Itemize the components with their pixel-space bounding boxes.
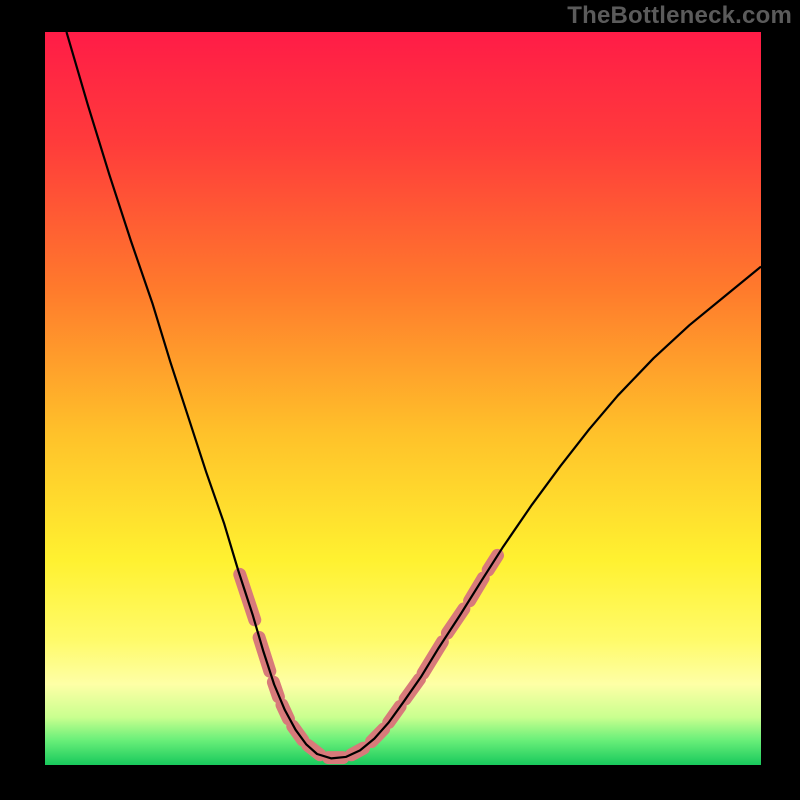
- chart-svg-overlay: [0, 0, 800, 800]
- bottleneck-curve: [66, 32, 761, 758]
- scatter-highlight-group: [240, 555, 498, 757]
- chart-stage: TheBottleneck.com: [0, 0, 800, 800]
